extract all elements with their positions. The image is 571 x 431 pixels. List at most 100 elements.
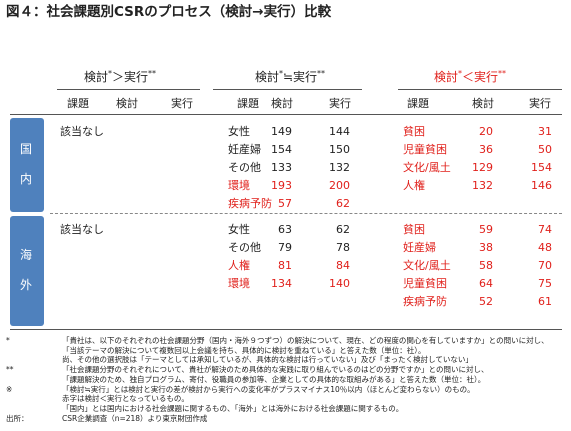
count: 79 — [278, 241, 292, 254]
group-heading: 検討*≒実行** — [230, 69, 350, 84]
column-header: 実行 — [529, 97, 551, 110]
count: 134 — [271, 277, 292, 290]
note-text: 「国内」とは国内における社会課題に関するもの、「海外」とは海外における社会課題に… — [62, 403, 404, 413]
topic: 人権 — [228, 259, 250, 272]
column-header: 検討 — [271, 97, 293, 110]
section-box — [10, 118, 44, 212]
heading-part: ＜実行 — [462, 70, 499, 84]
count: 61 — [538, 295, 552, 308]
count: 129 — [472, 161, 493, 174]
topic: 疾病予防 — [228, 197, 272, 210]
count: 70 — [538, 259, 552, 272]
section-box — [10, 216, 44, 326]
heading-part: 検討 — [433, 70, 458, 84]
title: 図４：社会課題別CSRのプロセス（検討→実行）比較 — [6, 4, 332, 20]
note-text: 赤字は検討＜実行となっているもの。 — [62, 394, 189, 404]
group-rule — [213, 89, 362, 90]
topic: 児童貧困 — [403, 277, 447, 290]
count: 57 — [278, 197, 292, 210]
count: 74 — [538, 223, 552, 236]
count: 149 — [271, 125, 292, 138]
topic: 貧困 — [403, 125, 425, 138]
topic: 妊産婦 — [403, 241, 436, 254]
topic: 人権 — [403, 179, 425, 192]
note-mark: * — [6, 336, 10, 345]
count: 200 — [329, 179, 350, 192]
count: 154 — [271, 143, 292, 156]
column-header: 実行 — [171, 97, 193, 110]
count: 75 — [538, 277, 552, 290]
no-entry: 該当なし — [60, 125, 104, 138]
column-header: 検討 — [472, 97, 494, 110]
note-text: 「当該テーマの解決について複数回以上会議を持ち、具体的に検討を重ねている」と答え… — [62, 345, 426, 355]
section-divider — [50, 213, 562, 214]
section-label: 海 — [20, 248, 33, 262]
topic: 妊産婦 — [228, 143, 261, 156]
group-heading: 検討*＞実行** — [60, 69, 180, 84]
topic: 児童貧困 — [403, 143, 447, 156]
heading-part: 検討 — [83, 70, 108, 84]
section-label: 国 — [20, 142, 33, 156]
count: 84 — [336, 259, 350, 272]
heading-part: ≒実行 — [282, 70, 318, 84]
note-text: 尚、その他の選択肢は「テーマとしては承知しているが、具体的な検討は行っていない」… — [62, 355, 473, 365]
topic: 文化/風土 — [403, 259, 451, 272]
count: 50 — [538, 143, 552, 156]
count: 59 — [479, 223, 493, 236]
note-text: 「貴社は、以下のそれぞれの社会課題分野（国内・海外９つずつ）の解決について、現在… — [62, 336, 549, 345]
column-header: 課題 — [67, 97, 89, 110]
no-entry: 該当なし — [60, 223, 104, 236]
note-mark: 出所： — [6, 413, 29, 423]
topic: 女性 — [228, 223, 250, 236]
count: 36 — [479, 143, 493, 156]
count: 58 — [479, 259, 493, 272]
section-label: 外 — [20, 278, 33, 292]
count: 48 — [538, 241, 552, 254]
topic: その他 — [228, 241, 261, 254]
topic: その他 — [228, 161, 261, 174]
count: 78 — [336, 241, 350, 254]
bottom-rule — [10, 329, 562, 330]
count: 150 — [329, 143, 350, 156]
note-text: 「検討≒実行」とは検討と実行の差が検討から実行への変化率がプラスマイナス10％以… — [62, 384, 475, 394]
group-heading: 検討*＜実行** — [410, 69, 530, 84]
heading-part: ** — [148, 69, 157, 78]
count: 64 — [479, 277, 493, 290]
heading-part: * — [458, 69, 462, 78]
count: 193 — [271, 179, 292, 192]
heading-part: 検討 — [254, 70, 279, 84]
note-mark: ※ — [6, 384, 13, 394]
topic: 貧困 — [403, 223, 425, 236]
heading-part: * — [278, 69, 283, 78]
count: 52 — [479, 295, 493, 308]
note-mark: ** — [6, 365, 14, 375]
note-text: 「社会課題分野のそれぞれについて、貴社が解決のため具体的な実践に取り組んでいるの… — [62, 365, 489, 375]
heading-part: * — [108, 69, 112, 78]
topic: 環境 — [228, 179, 250, 192]
note-text: 「課題解決のため、独自プログラム、寄付、役職員の参加等、企業としての具体的な取組… — [62, 374, 486, 384]
count: 132 — [472, 179, 493, 192]
column-header: 課題 — [237, 97, 259, 110]
topic: 女性 — [228, 125, 250, 138]
count: 63 — [278, 223, 292, 236]
topic: 文化/風土 — [403, 161, 451, 174]
count: 132 — [329, 161, 350, 174]
count: 62 — [336, 223, 350, 236]
heading-part: ** — [498, 69, 507, 78]
count: 20 — [479, 125, 493, 138]
group-rule — [398, 89, 562, 90]
count: 144 — [329, 125, 350, 138]
count: 133 — [271, 161, 292, 174]
topic: 疾病予防 — [403, 295, 447, 308]
count: 146 — [531, 179, 552, 192]
header-rule — [10, 114, 562, 115]
heading-part: ** — [317, 69, 326, 78]
note-text: CSR企業調査（n=218）より東京財団作成 — [62, 413, 208, 423]
count: 62 — [336, 197, 350, 210]
count: 81 — [278, 259, 292, 272]
count: 154 — [531, 161, 552, 174]
group-rule — [57, 89, 200, 90]
count: 31 — [538, 125, 552, 138]
heading-part: ＞実行 — [112, 70, 149, 84]
